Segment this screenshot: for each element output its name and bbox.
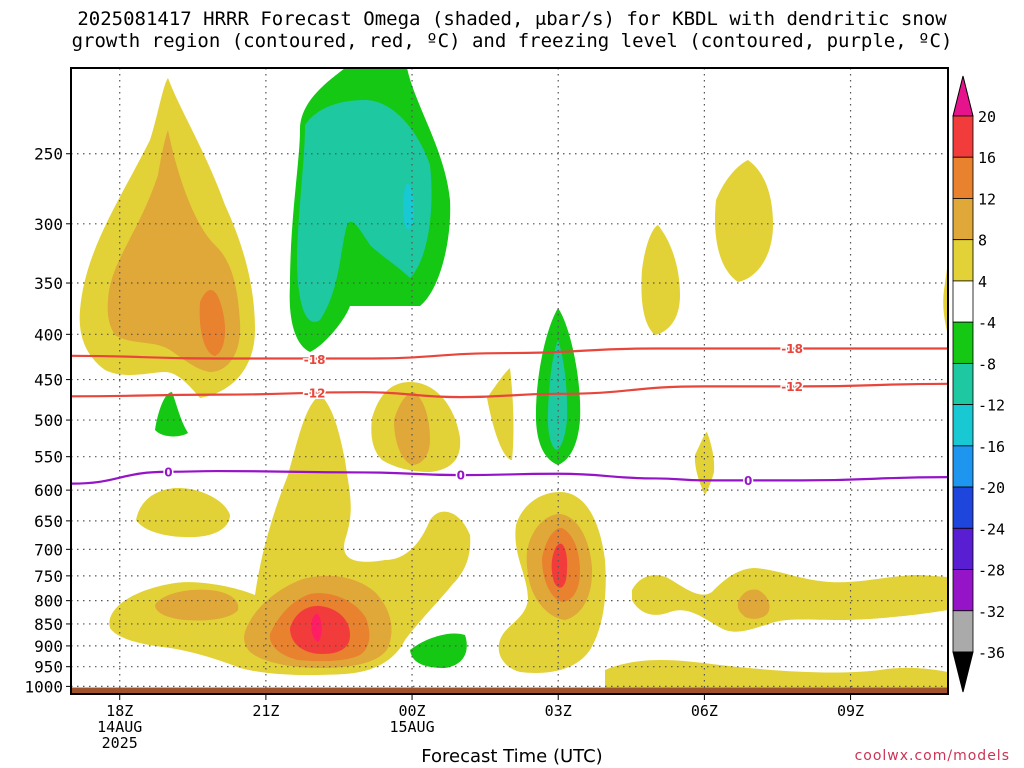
omega-region <box>403 183 414 230</box>
omega-shading <box>79 68 948 694</box>
contour-labels: -18 -18 -12 -12 0 0 0 <box>163 340 805 489</box>
colorbar-under-arrow <box>952 651 974 693</box>
grid <box>71 68 948 694</box>
colorbar-label: 8 <box>978 232 987 250</box>
colorbar-swatch <box>952 115 974 158</box>
omega-fill-group <box>79 68 948 694</box>
contour-label: 0 <box>457 469 465 483</box>
colorbar-swatch <box>952 280 974 323</box>
omega-region <box>547 340 568 450</box>
contour-line--12 <box>70 382 949 399</box>
x-tick-label: 14AUG <box>97 718 142 736</box>
y-tick-label: 650 <box>34 512 63 531</box>
colorbar-label: -8 <box>978 355 996 373</box>
omega-region <box>199 289 226 356</box>
x-tick-label: 00Z <box>399 702 426 720</box>
colorbar-swatch <box>952 321 974 364</box>
colorbar-swatch <box>952 362 974 406</box>
colorbar-over-arrow <box>952 75 974 117</box>
y-tick-label: 850 <box>34 615 63 634</box>
contour-label: -18 <box>304 353 326 367</box>
omega-region <box>410 633 467 668</box>
y-tick-label: 600 <box>34 481 63 500</box>
colorbar-label: 4 <box>978 273 987 291</box>
colorbar-label: -36 <box>978 644 1005 662</box>
colorbar-swatch <box>952 239 974 282</box>
colorbar-swatch <box>952 569 974 612</box>
x-tick-label: 09Z <box>837 702 864 720</box>
plot-frame <box>70 67 949 695</box>
colorbar-swatch <box>952 610 974 653</box>
y-tick-label: 700 <box>34 540 63 559</box>
y-tick-label: 450 <box>34 371 63 390</box>
y-tick-label: 550 <box>34 448 63 467</box>
colorbar-label: -4 <box>978 314 996 332</box>
omega-region <box>155 392 188 437</box>
omega-region <box>605 660 948 694</box>
contour-label: -12 <box>304 387 326 401</box>
contour-label: -18 <box>781 342 803 356</box>
colorbar-label: -24 <box>978 520 1005 538</box>
omega-region <box>737 589 770 619</box>
y-tick-label: 750 <box>34 567 63 586</box>
omega-region <box>297 100 432 322</box>
colorbar-label: -20 <box>978 479 1005 497</box>
colorbar-label: -28 <box>978 562 1005 580</box>
y-tick-label: 250 <box>34 145 63 164</box>
chart-title: 2025081417 HRRR Forecast Omega (shaded, … <box>0 8 1024 52</box>
title-line-1: 2025081417 HRRR Forecast Omega (shaded, … <box>77 8 947 30</box>
x-tick-label: 18Z <box>106 702 133 720</box>
colorbar-label: 20 <box>978 108 996 126</box>
title-line-2: growth region (contoured, red, ºC) and f… <box>71 30 953 52</box>
y-axis-ticks: 250 300 350 400 450 500 550 600 650 700 750 800 850 9… <box>24 145 71 696</box>
site-credit[interactable]: coolwx.com/models <box>854 748 1010 764</box>
contour-label: 0 <box>164 465 172 479</box>
contour-lines <box>70 347 949 485</box>
omega-region <box>311 613 322 642</box>
ground-bar <box>71 687 948 694</box>
omega-region <box>155 589 239 621</box>
y-tick-label: 800 <box>34 592 63 611</box>
omega-region <box>632 568 948 632</box>
colorbar-label: 12 <box>978 190 996 208</box>
x-tick-label: 2025 <box>102 734 138 752</box>
contour-label: 0 <box>744 474 752 488</box>
x-tick-label: 21Z <box>252 702 279 720</box>
contour-line-0 <box>70 469 949 485</box>
y-tick-label: 400 <box>34 325 63 344</box>
y-tick-label: 1000 <box>24 677 63 696</box>
omega-region <box>551 543 568 588</box>
omega-region <box>641 225 680 335</box>
contour-line--18 <box>70 347 948 360</box>
colorbar-label: -16 <box>978 438 1005 456</box>
colorbar-swatch <box>952 527 974 570</box>
omega-region <box>694 432 715 495</box>
x-tick-label: 03Z <box>545 702 572 720</box>
x-tick-label: 06Z <box>691 702 718 720</box>
colorbar-swatch <box>952 198 974 241</box>
colorbar-swatch <box>952 445 974 488</box>
x-axis-label: Forecast Time (UTC) <box>421 746 603 767</box>
colorbar-label: -32 <box>978 603 1005 621</box>
omega-region <box>136 487 230 538</box>
y-tick-label: 350 <box>34 274 63 293</box>
ground-surface <box>71 687 948 694</box>
x-tick-label: 15AUG <box>389 718 434 736</box>
y-tick-label: 300 <box>34 215 63 234</box>
colorbar-label: 16 <box>978 149 996 167</box>
colorbar-swatch <box>952 404 974 447</box>
contour-label: -12 <box>781 380 803 394</box>
colorbar-label: -12 <box>978 397 1005 415</box>
y-tick-label: 900 <box>34 637 63 656</box>
omega-region <box>943 262 948 335</box>
omega-region <box>714 160 773 282</box>
y-tick-label: 500 <box>34 411 63 430</box>
omega-region <box>487 368 514 460</box>
colorbar-swatch <box>952 486 974 529</box>
colorbar: 20 16 12 8 4 -4 -8 -12 -16 -20 -24 -28 -32 -36 <box>952 75 1005 693</box>
colorbar-swatch <box>952 156 974 199</box>
y-tick-label: 950 <box>34 658 63 677</box>
